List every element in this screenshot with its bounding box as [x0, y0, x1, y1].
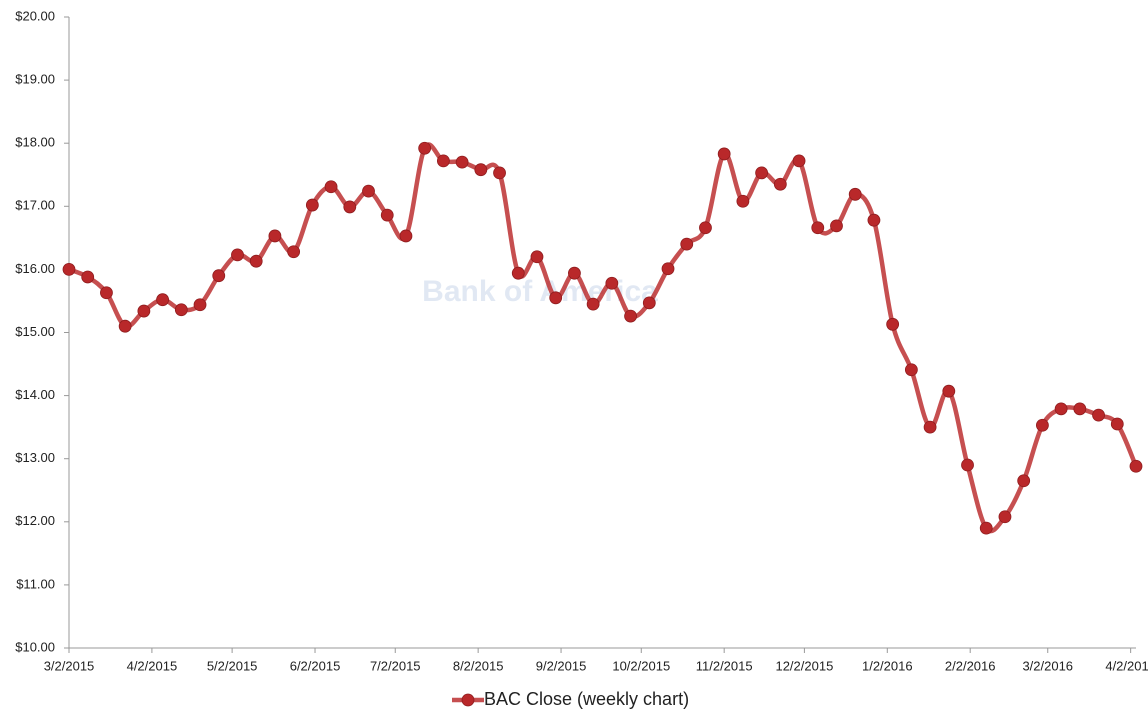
legend-marker [461, 693, 475, 707]
data-point [979, 521, 993, 535]
data-point [1017, 474, 1031, 488]
data-point [699, 221, 712, 235]
data-point [231, 248, 244, 262]
data-point [287, 245, 301, 259]
y-tick-label: $18.00 [15, 135, 55, 150]
data-point [642, 296, 656, 310]
x-tick-label: 4/2/2015 [127, 658, 178, 673]
x-tick-label: 8/2/2015 [453, 658, 504, 673]
data-point [998, 510, 1012, 524]
y-tick-label: $16.00 [15, 261, 55, 276]
data-point [1129, 459, 1143, 473]
x-tick-label: 3/2/2015 [44, 658, 95, 673]
series-line [68, 142, 1139, 534]
data-point [811, 221, 825, 235]
x-tick-label: 1/2/2016 [862, 658, 913, 673]
data-point [436, 154, 450, 168]
data-point [212, 269, 226, 283]
data-point [586, 297, 600, 311]
data-point [755, 166, 769, 180]
data-point [1073, 402, 1087, 416]
x-tick-label: 7/2/2015 [370, 658, 421, 673]
data-point [1054, 402, 1068, 416]
y-tick-label: $19.00 [15, 72, 55, 87]
data-point [792, 154, 806, 168]
data-point [511, 266, 525, 280]
x-tick-label: 2/2/2016 [945, 658, 996, 673]
y-tick-label: $17.00 [15, 198, 55, 213]
data-point [362, 184, 375, 198]
x-tick-label: 10/2/2015 [612, 658, 670, 673]
data-point [118, 319, 132, 333]
data-point [1036, 418, 1049, 432]
data-point [605, 276, 619, 290]
data-point [81, 270, 95, 284]
x-tick-label: 6/2/2015 [290, 658, 341, 673]
data-point [530, 250, 544, 264]
data-point [923, 420, 937, 434]
x-tick-label: 12/2/2015 [775, 658, 833, 673]
data-point [904, 363, 918, 377]
y-tick-label: $14.00 [15, 387, 55, 402]
data-point [624, 309, 637, 323]
data-point [193, 298, 207, 312]
data-point [100, 286, 113, 300]
data-point [867, 213, 881, 227]
data-point [137, 304, 151, 318]
data-point [156, 293, 169, 307]
data-point [661, 262, 675, 276]
data-point [474, 163, 488, 177]
data-point [1092, 408, 1105, 422]
data-point [736, 194, 750, 208]
data-point [886, 317, 900, 331]
data-point [680, 237, 694, 251]
data-point [380, 208, 394, 222]
x-tick-label: 11/2/2015 [696, 658, 753, 673]
data-point [62, 262, 76, 276]
data-point [717, 147, 731, 161]
y-tick-label: $13.00 [15, 450, 55, 465]
data-point [249, 254, 263, 268]
x-tick-label: 5/2/2015 [207, 658, 258, 673]
data-point [493, 166, 506, 180]
data-point [568, 266, 581, 280]
data-point [961, 458, 974, 472]
data-point [418, 141, 432, 155]
y-tick-label: $20.00 [15, 8, 55, 23]
data-point [549, 291, 563, 305]
data-point [174, 303, 188, 317]
legend-label: BAC Close (weekly chart) [484, 689, 689, 709]
y-tick-label: $11.00 [16, 576, 55, 591]
data-point [455, 155, 469, 169]
x-tick-label: 3/2/2016 [1022, 658, 1073, 673]
data-point [773, 177, 787, 191]
y-tick-label: $10.00 [15, 639, 55, 654]
data-point [343, 200, 357, 214]
data-point [399, 229, 413, 243]
data-point [830, 219, 843, 233]
data-point [848, 187, 862, 201]
y-tick-label: $12.00 [15, 513, 55, 528]
y-tick-label: $15.00 [15, 324, 55, 339]
data-point [324, 180, 338, 194]
x-tick-label: 9/2/2015 [536, 658, 587, 673]
data-point [1110, 417, 1124, 431]
data-point [268, 229, 282, 243]
x-tick-label: 4/2/2016 [1105, 658, 1148, 673]
data-point [305, 198, 319, 212]
data-point [942, 384, 956, 398]
